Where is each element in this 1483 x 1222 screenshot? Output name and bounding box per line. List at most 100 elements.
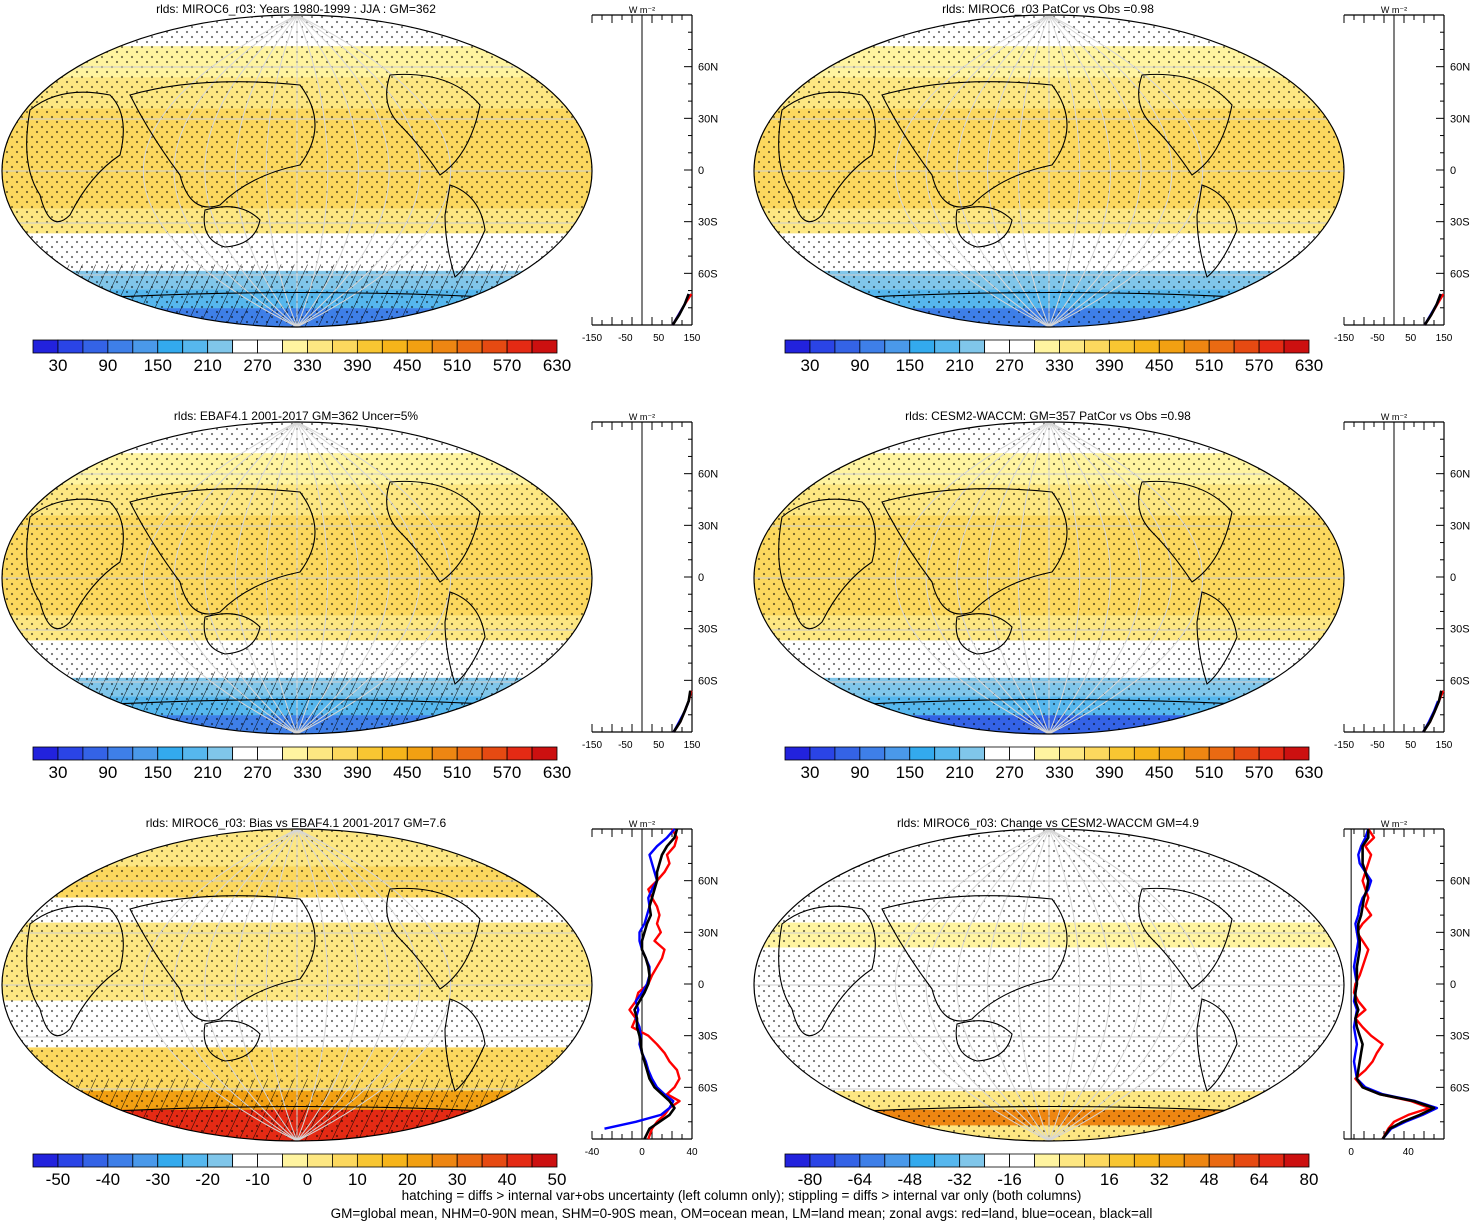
graticule-meridian [142, 422, 298, 734]
zonal-lat-label: 30S [1450, 624, 1470, 636]
colorbar-swatch [282, 746, 308, 761]
coastline [778, 498, 876, 630]
graticule-meridian [296, 829, 421, 1141]
colorbar-swatch [984, 1153, 1010, 1168]
colorbar-swatch [506, 1153, 533, 1168]
colorbar-swatch [909, 746, 936, 761]
colorbar-tick-label: 0 [1055, 1170, 1064, 1189]
zonal-lat-label: 60S [698, 1082, 718, 1094]
colorbar-swatch [934, 339, 961, 354]
colorbar-tick-label: 150 [896, 356, 924, 375]
colorbar-swatch [232, 746, 258, 761]
zonal-lat-label: 0 [698, 165, 704, 177]
zonal-lat-label: 60S [1450, 675, 1470, 687]
colorbar-swatch [107, 1153, 134, 1168]
graticule-meridian [925, 829, 1050, 1141]
colorbar-swatch [784, 339, 811, 354]
colorbar-tick-label: -10 [245, 1170, 270, 1189]
colorbar-swatch [356, 746, 383, 761]
colorbar-swatch [57, 1153, 84, 1168]
graticule-meridian [1048, 15, 1204, 327]
graticule-meridian [296, 829, 452, 1141]
graticule-meridian [1048, 15, 1142, 327]
colorbar-swatch [884, 746, 911, 761]
graticule-meridian [296, 15, 359, 327]
colorbar-tick-label: 30 [800, 356, 819, 375]
colorbar-swatch [1283, 1153, 1310, 1168]
colorbar-swatch [456, 746, 483, 761]
graticule-meridian [296, 422, 390, 734]
graticule-meridian [265, 422, 298, 734]
colorbar-swatch [1133, 746, 1160, 761]
colorbar-tick-label: 630 [543, 356, 571, 375]
colorbar-tick-label: 570 [493, 763, 521, 782]
graticule-meridian [1048, 15, 1111, 327]
zonal-x-tick-label: 150 [684, 333, 701, 344]
colorbar-tick-label: 390 [343, 356, 371, 375]
colorbar-tick-label: 390 [1095, 763, 1123, 782]
zonal-x-tick-label: 0 [639, 1147, 645, 1158]
zonal-x-tick-label: -40 [585, 1147, 600, 1158]
colorbar-tick-label: 510 [443, 763, 471, 782]
zonal-series-all [1354, 829, 1436, 1140]
graticule-meridian [894, 829, 1050, 1141]
colorbar-5: -50 -40 -30 -20 -10 0 10 20 30 40 50 [32, 1153, 566, 1189]
map-outline [1, 421, 593, 735]
graticule-meridian [296, 829, 359, 1141]
zonal-lat-label: 60N [698, 62, 718, 74]
coastline [129, 895, 316, 1022]
coastline [881, 81, 1068, 208]
colorbar-swatch [1034, 746, 1060, 761]
zonal-x-tick-label: 50 [653, 333, 665, 344]
colorbar-swatch [381, 1153, 408, 1168]
graticule-meridian [1048, 15, 1081, 327]
zonal-x-tick-label: 40 [1403, 1147, 1415, 1158]
coastline [1138, 480, 1233, 583]
colorbar-swatch [57, 746, 84, 761]
colorbar-tick-label: 270 [243, 763, 271, 782]
colorbar-tick-label: -40 [96, 1170, 121, 1189]
zonal-lat-label: 0 [698, 979, 704, 991]
colorbar-tick-label: 80 [1300, 1170, 1319, 1189]
coastline [778, 91, 876, 223]
zonal-lat-label: 60S [1450, 268, 1470, 280]
colorbar-swatch [1258, 339, 1285, 354]
colorbar-swatch [1183, 1153, 1210, 1168]
graticule-meridian [987, 829, 1050, 1141]
zonal-series-all [1423, 293, 1442, 326]
coastline [203, 1020, 261, 1062]
colorbar-swatch [784, 746, 811, 761]
graticule-meridian [1048, 15, 1173, 327]
colorbar-tick-label: 20 [398, 1170, 417, 1189]
graticule-meridian [894, 15, 1050, 327]
colorbar-swatch [32, 1153, 59, 1168]
zonal-x-tick-label: 150 [1436, 333, 1453, 344]
graticule-meridian [1017, 15, 1050, 327]
colorbar-swatch [182, 339, 209, 354]
colorbar-swatch [431, 1153, 458, 1168]
coastline [26, 498, 124, 630]
map-field [754, 15, 1344, 327]
colorbar-tick-label: 630 [1295, 356, 1323, 375]
map-title: rlds: EBAF4.1 2001-2017 GM=362 Uncer=5% [173, 409, 419, 423]
colorbar-swatch [506, 746, 533, 761]
graticule-meridian [296, 422, 452, 734]
map-title: rlds: MIROC6_r03: Bias vs EBAF4.1 2001-2… [145, 816, 447, 830]
graticule-meridian [204, 15, 298, 327]
colorbar-tick-label: 30 [48, 763, 67, 782]
coastline [386, 73, 481, 176]
zonal-x-tick-label: -150 [1334, 740, 1354, 751]
colorbar-1: 30 90 150 210 270 330 390 450 510 570 630 [32, 339, 571, 375]
zonal-lat-label: 0 [1450, 165, 1456, 177]
map-field [2, 15, 592, 327]
graticule-meridian [173, 422, 298, 734]
graticule-meridian [142, 15, 298, 327]
graticule-meridian [987, 422, 1050, 734]
zonal-series-all [672, 690, 692, 733]
map-title: rlds: MIROC6_r03: Change vs CESM2-WACCM … [897, 816, 1199, 830]
colorbar-tick-label: 90 [850, 356, 869, 375]
colorbar-tick-label: -64 [848, 1170, 873, 1189]
zonal-lat-label: 60N [1450, 469, 1470, 481]
colorbar-tick-label: 330 [1045, 763, 1073, 782]
zonal-x-tick-label: 50 [1405, 740, 1417, 751]
